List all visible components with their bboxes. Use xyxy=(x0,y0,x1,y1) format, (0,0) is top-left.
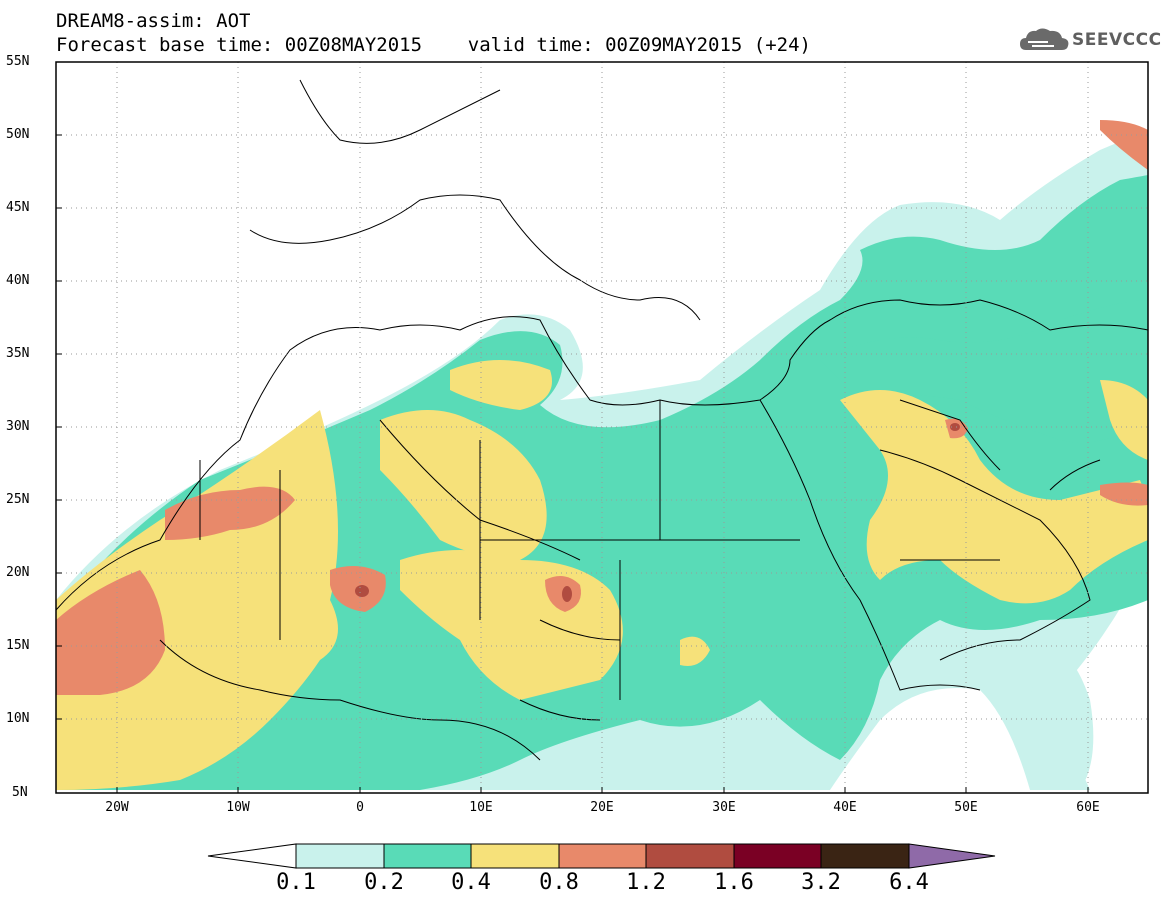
lat-label: 55N xyxy=(6,54,30,69)
colorbar-label: 0.2 xyxy=(364,870,404,895)
colorbar-cell xyxy=(733,843,822,869)
lat-label: 20N xyxy=(6,565,30,580)
colorbar-cell xyxy=(383,843,472,869)
colorbar-label: 1.6 xyxy=(714,870,754,895)
colorbar-cell xyxy=(820,843,910,869)
colorbar-cell xyxy=(295,843,385,869)
cloud-logo-icon xyxy=(1020,28,1069,50)
lon-label: 40E xyxy=(833,800,857,815)
lat-label: 30N xyxy=(6,419,30,434)
lat-label: 40N xyxy=(6,273,30,288)
colorbar-cell xyxy=(558,843,647,869)
lat-label: 35N xyxy=(6,346,30,361)
colorbar-label: 1.2 xyxy=(626,870,666,895)
lat-label: 10N xyxy=(6,711,30,726)
lon-label: 30E xyxy=(712,800,736,815)
colorbar-cell xyxy=(470,843,560,869)
colorbar-label: 0.8 xyxy=(539,870,579,895)
aot-level-1-2 xyxy=(355,423,960,602)
axis-ticks xyxy=(56,61,1089,794)
map-gridlines xyxy=(56,62,1148,793)
colorbar-label: 0.1 xyxy=(276,870,316,895)
colorbar-label: 3.2 xyxy=(801,870,841,895)
forecast-time-line: Forecast base time: 00Z08MAY2015 valid t… xyxy=(56,34,811,56)
seevccc-logo-text: SEEVCCC xyxy=(1072,30,1162,50)
map-title: DREAM8-assim: AOT xyxy=(56,10,251,32)
lon-label: 10E xyxy=(469,800,493,815)
colorbar-cell xyxy=(645,843,735,869)
colorbar-cell-above xyxy=(908,843,996,869)
lon-label: 20E xyxy=(590,800,614,815)
lon-label: 50E xyxy=(954,800,978,815)
lon-label: 20W xyxy=(105,800,129,815)
lat-label: 45N xyxy=(6,200,30,215)
lat-label: 5N xyxy=(12,785,28,800)
lon-label: 0 xyxy=(356,800,364,815)
lat-label: 15N xyxy=(6,638,30,653)
lon-label: 60E xyxy=(1076,800,1100,815)
lat-label: 50N xyxy=(6,127,30,142)
colorbar xyxy=(207,843,996,869)
coastlines-borders xyxy=(56,79,1148,761)
colorbar-cell-below xyxy=(207,843,297,869)
colorbar-label: 0.4 xyxy=(451,870,491,895)
colorbar-label: 6.4 xyxy=(889,870,929,895)
lon-label: 10W xyxy=(226,800,250,815)
lat-label: 25N xyxy=(6,492,30,507)
